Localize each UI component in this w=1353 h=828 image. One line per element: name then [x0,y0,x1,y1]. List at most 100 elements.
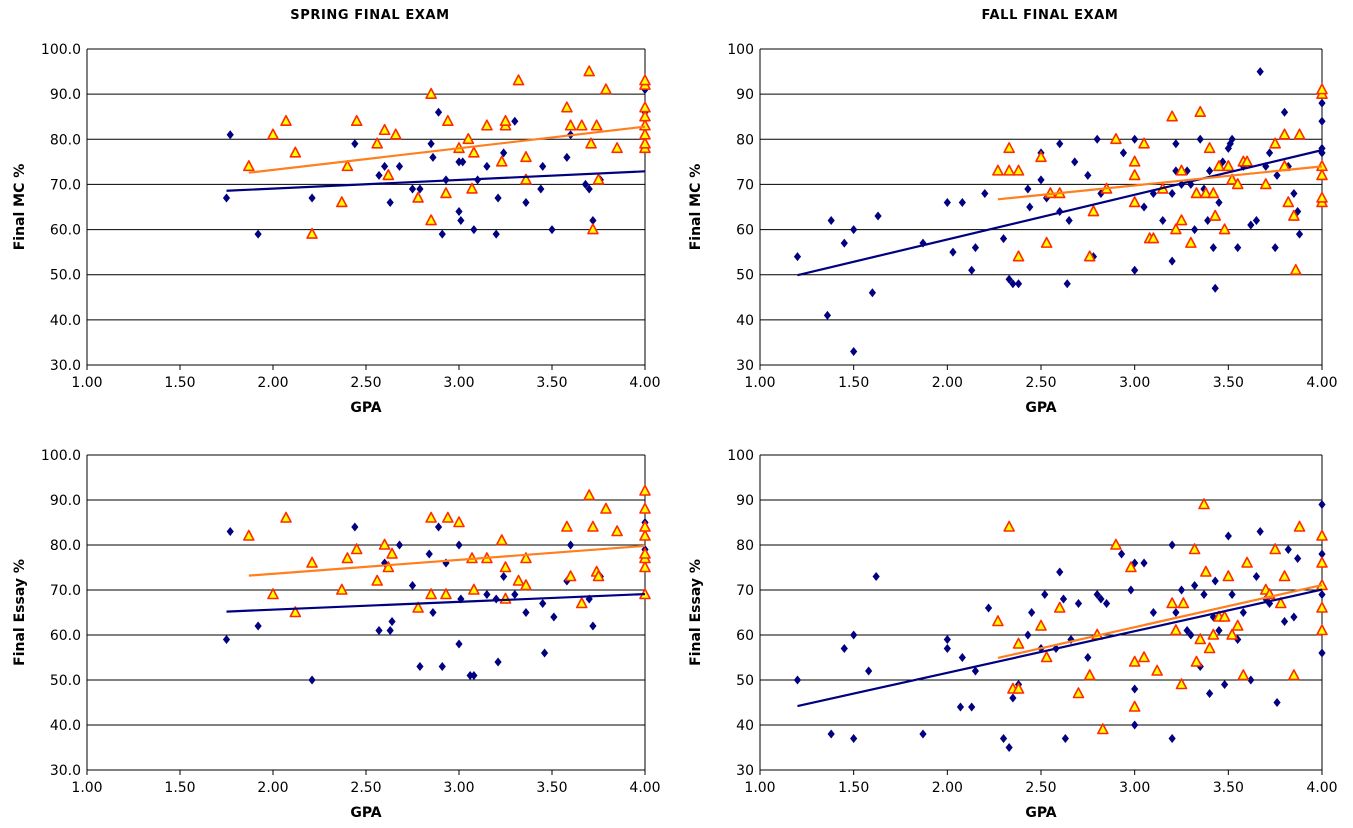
chart-3-diamond-point [1290,612,1298,622]
chart-1-diamond-point [1215,197,1223,207]
chart-0-diamond-point [395,161,404,171]
chart-3-triangle-point [1241,556,1253,568]
chart-0-y-tick-label: 50.0 [50,268,81,284]
chart-3-diamond-point [984,603,993,613]
chart-3-diamond-point [1318,590,1326,599]
chart-3-diamond-point [1294,554,1302,563]
chart-0-triangle-point [462,132,475,145]
chart-3-triangle-point [1128,655,1141,667]
fall-mc-scatter-chart: 30 40 50 60 70 80 90 100 1.00 1.50 2.00 2.50 3.00 3.5… [688,42,1338,414]
chart-0-triangle-point [389,128,402,140]
chart-1-y-tick-label: 70 [736,177,754,193]
chart-3-diamond-point [1117,549,1126,559]
chart-0-triangle-point [440,187,452,199]
chart-0-triangle-point [267,128,279,140]
chart-3-diamond-point [1256,527,1264,536]
chart-2-x-tick-label: 2.50 [350,780,381,796]
chart-3-triangle-point [1194,633,1207,645]
chart-1-triangle-point [1222,160,1235,172]
chart-1-diamond-point [1140,202,1148,212]
chart-3-diamond-point [971,666,980,676]
chart-1-triangle-point [1128,169,1141,181]
chart-0-triangle-point [468,146,480,158]
chart-2-x-tick-label: 2.00 [257,780,288,796]
chart-1-diamond-point [1200,184,1208,194]
spring-column-title: SPRING FINAL EXAM [290,8,450,23]
chart-3-diamond-point [1084,653,1092,662]
chart-3-diamond-point [1102,599,1111,608]
chart-1-triangle-point [1316,160,1328,172]
chart-2-triangle-point [587,520,599,532]
chart-1-triangle-point [1128,196,1141,208]
chart-3-triangle-point [1278,570,1291,582]
chart-3-diamond-point [1028,608,1036,617]
chart-2-triangle-point [639,547,651,559]
chart-3-diamond-point [1224,531,1232,541]
chart-1-triangle-point [1190,187,1203,199]
chart-0-diamond-point [581,179,590,189]
chart-3-diamond-point [1280,617,1289,626]
chart-1-diamond-point [1168,188,1176,198]
chart-0-triangle-point [575,119,588,131]
chart-3-triangle-point [1072,687,1085,699]
chart-0-diamond-point [416,184,424,194]
chart-0-triangle-point [495,155,508,167]
chart-3-triangle-point [1138,651,1150,663]
chart-3-diamond-point [943,644,951,653]
spring-mc-scatter-chart: 30.0 40.0 50.0 60.0 70.0 80.0 90.0 100.0 1.00 1.5… [12,42,661,414]
chart-0-triangle-point [382,169,395,181]
chart-3-triangle-point [992,615,1004,627]
chart-2-y-tick-label: 100.0 [41,448,81,464]
chart-2-diamond-point [470,671,478,680]
chart-2-triangle-point [639,520,651,532]
chart-0-diamond-point [351,139,359,149]
chart-3-diamond-point [1093,590,1101,599]
chart-3-diamond-point [1168,734,1176,743]
chart-1-diamond-point [1247,220,1255,230]
chart-1-diamond-point [1026,202,1034,212]
chart-2-y-tick-label: 60.0 [50,628,81,644]
chart-3-triangle-point [1175,678,1188,690]
chart-2-triangle-point [382,561,395,573]
chart-0-diamond-point [455,207,463,217]
chart-3-triangle-point [1316,529,1328,541]
chart-1-diamond-point [968,265,976,275]
chart-3-diamond-point [1172,608,1180,617]
chart-0-x-axis-label: GPA [350,400,381,414]
chart-0-diamond-point [308,193,316,203]
chart-3-x-tick-label: 2.00 [932,780,963,796]
chart-1-diamond-point [1234,243,1242,253]
chart-3-x-tick-label: 3.00 [1119,780,1150,796]
chart-2-diamond-point [434,522,443,532]
chart-2-diamond-point [466,671,474,680]
chart-0-y-tick-label: 30.0 [50,358,81,374]
chart-0-triangle-point [289,146,302,158]
chart-3-triangle-point [1083,669,1096,681]
chart-1-diamond-point [1172,139,1180,149]
chart-3-diamond-point [1318,500,1326,509]
chart-1-diamond-point [1209,243,1217,253]
chart-1-diamond-point [1318,116,1326,126]
chart-1-diamond-point [868,288,876,298]
chart-2-x-tick-label: 3.00 [443,780,474,796]
chart-1-diamond-point [1063,279,1071,289]
chart-3-diamond-point [1215,626,1223,635]
chart-1-diamond-point [1273,170,1281,180]
chart-3-triangle-point [1316,601,1328,613]
chart-1-blue-trendline [797,149,1323,277]
chart-3-triangle-point [1125,561,1137,573]
chart-0-diamond-point [375,170,383,180]
chart-3-triangle-point [1190,655,1203,667]
chart-3-diamond-point [1097,594,1105,604]
chart-0-diamond-point [226,130,234,140]
chart-1-triangle-point [1209,209,1222,221]
chart-1-triangle-point [1003,164,1015,176]
chart-1-diamond-point [1256,67,1264,77]
chart-3-y-tick-label: 90 [736,493,754,509]
chart-3-orange-trendline [997,583,1323,660]
chart-2-x-tick-label: 4.00 [629,780,660,796]
chart-0-diamond-point [494,193,502,203]
chart-3-y-tick-label: 80 [736,538,754,554]
chart-1-triangle-point [1218,223,1231,235]
chart-2-triangle-point [592,570,605,582]
